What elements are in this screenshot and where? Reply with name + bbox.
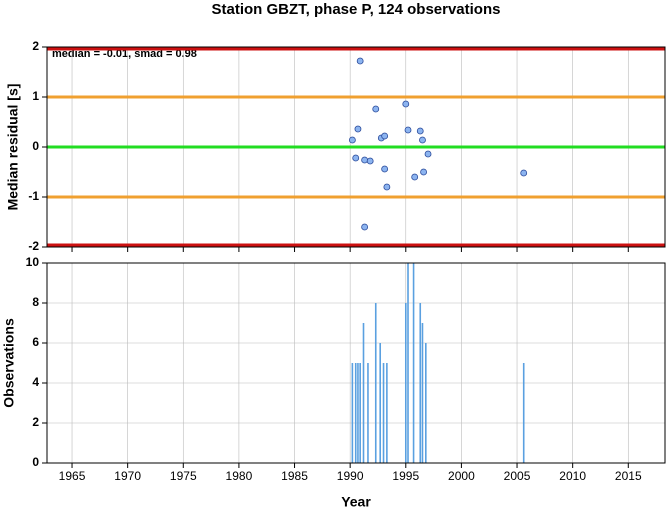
bar xyxy=(362,323,365,463)
y-tick-label: 1 xyxy=(32,89,39,103)
point xyxy=(381,132,389,140)
y-axis-label: Median residual [s] xyxy=(5,84,21,211)
y-tick-label: 10 xyxy=(26,255,40,269)
plot-frame xyxy=(46,262,666,464)
point xyxy=(361,156,369,164)
point xyxy=(383,183,391,191)
x-tick-label: 2010 xyxy=(559,469,586,483)
bar xyxy=(359,363,361,463)
bar xyxy=(382,363,385,463)
bar xyxy=(374,303,377,463)
point xyxy=(356,57,364,65)
x-tick-label: 1970 xyxy=(114,469,141,483)
plot-frame xyxy=(46,46,666,248)
y-tick-label: 4 xyxy=(32,375,39,389)
x-tick-label: 1990 xyxy=(337,469,364,483)
bar xyxy=(425,343,427,463)
y-tick-label: -1 xyxy=(28,189,39,203)
point xyxy=(354,125,362,133)
bar xyxy=(354,363,357,463)
point xyxy=(411,173,419,181)
point xyxy=(520,169,528,177)
y-tick-label: 2 xyxy=(32,415,39,429)
point xyxy=(404,126,412,134)
bar xyxy=(386,363,388,463)
bar xyxy=(419,303,422,463)
y-tick-label: 8 xyxy=(32,295,39,309)
annotation: median = -0.01, smad = 0.98 xyxy=(52,48,197,60)
point xyxy=(361,223,369,231)
point xyxy=(348,136,356,144)
bar xyxy=(407,263,409,463)
y-tick-label: 2 xyxy=(32,39,39,53)
point xyxy=(416,127,424,135)
x-tick-label: 1965 xyxy=(59,469,86,483)
point xyxy=(420,168,427,176)
bar xyxy=(357,363,359,463)
chart-title: Station GBZT, phase P, 124 observations xyxy=(212,1,501,18)
point xyxy=(366,157,374,165)
x-tick-label: 1995 xyxy=(392,469,419,483)
point xyxy=(424,150,432,158)
point xyxy=(402,100,410,108)
y-axis-label: Observations xyxy=(1,318,17,408)
x-tick-label: 2015 xyxy=(615,469,642,483)
point xyxy=(352,154,360,162)
x-tick-label: 1985 xyxy=(281,469,308,483)
point xyxy=(419,136,426,144)
bar xyxy=(421,323,424,463)
y-tick-label: -2 xyxy=(28,239,39,253)
bar xyxy=(412,263,415,463)
x-axis-label: Year xyxy=(341,494,371,510)
x-tick-label: 2000 xyxy=(448,469,475,483)
point xyxy=(372,105,380,113)
bar xyxy=(367,363,369,463)
y-tick-label: 0 xyxy=(32,455,39,469)
x-tick-label: 1980 xyxy=(226,469,253,483)
bar xyxy=(404,303,407,463)
y-tick-label: 6 xyxy=(32,335,39,349)
bar xyxy=(351,363,354,463)
bar xyxy=(379,343,381,463)
x-tick-label: 1975 xyxy=(170,469,197,483)
x-tick-label: 2005 xyxy=(504,469,531,483)
point xyxy=(381,165,389,173)
y-tick-label: 0 xyxy=(32,139,39,153)
bar xyxy=(522,363,525,463)
